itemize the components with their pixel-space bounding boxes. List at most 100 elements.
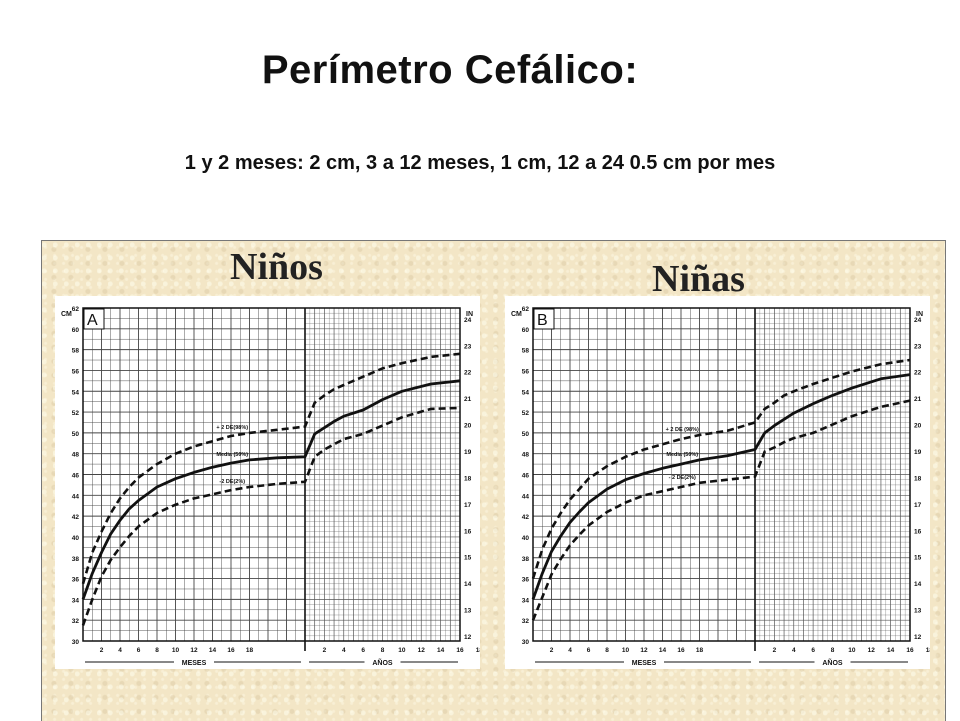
chart-title-ninos: Niños — [230, 246, 323, 288]
y-tick-label-cm: 54 — [72, 389, 80, 396]
y-tick-label-in: 14 — [464, 581, 472, 588]
y-tick-label-cm: 40 — [72, 535, 80, 542]
y-tick-label-in: 12 — [914, 634, 922, 641]
series-line-1 — [81, 379, 461, 600]
x-tick-label-years: 2 — [323, 647, 327, 654]
chart-title-ninas: Niñas — [652, 258, 745, 300]
y-axis-label-cm: CM — [61, 311, 72, 318]
y-tick-label-cm: 36 — [522, 577, 530, 584]
y-tick-label-cm: 38 — [72, 556, 80, 563]
x-tick-label-months: 4 — [568, 647, 572, 654]
y-tick-label-in: 18 — [464, 475, 472, 482]
y-tick-label-cm: 30 — [72, 639, 80, 646]
y-tick-label-in: 15 — [914, 555, 922, 562]
y-tick-label-cm: 38 — [522, 556, 530, 563]
x-tick-label-months: 10 — [622, 647, 630, 654]
y-tick-label-cm: 30 — [522, 639, 530, 646]
y-tick-label-in: 18 — [914, 475, 922, 482]
y-tick-label-in: 12 — [464, 634, 472, 641]
y-tick-label-in: 13 — [464, 608, 472, 615]
y-tick-label-in: 19 — [464, 449, 472, 456]
y-tick-label-cm: 54 — [522, 389, 530, 396]
x-tick-label-months: 14 — [209, 647, 217, 654]
y-tick-label-in: 13 — [914, 608, 922, 615]
x-tick-label-years: 18 — [476, 647, 480, 654]
series-label: Media (50%) — [216, 452, 248, 458]
y-axis-label-in: IN — [916, 311, 923, 318]
series-line-2 — [81, 406, 461, 626]
x-tick-label-months: 2 — [100, 647, 104, 654]
page-subtitle: 1 y 2 meses: 2 cm, 3 a 12 meses, 1 cm, 1… — [184, 152, 776, 174]
x-axis-label-bg — [174, 656, 214, 666]
x-tick-label-months: 4 — [118, 647, 122, 654]
y-tick-label-cm: 36 — [72, 577, 80, 584]
x-tick-label-months: 6 — [137, 647, 141, 654]
y-tick-label-cm: 42 — [522, 514, 530, 521]
y-tick-label-cm: 34 — [72, 597, 80, 604]
x-tick-label-years: 14 — [887, 647, 895, 654]
x-tick-label-months: 6 — [587, 647, 591, 654]
series-label: + 2 DE (98%) — [666, 427, 699, 433]
y-tick-label-in: 20 — [914, 423, 922, 430]
x-tick-label-months: 8 — [155, 647, 159, 654]
x-axis-label-years: AÑOS — [822, 658, 843, 667]
x-tick-label-years: 16 — [456, 647, 464, 654]
y-tick-label-in: 24 — [464, 317, 472, 324]
x-tick-label-years: 18 — [926, 647, 930, 654]
y-tick-label-in: 21 — [464, 396, 472, 403]
y-tick-label-cm: 46 — [522, 473, 530, 480]
y-tick-label-cm: 62 — [522, 306, 530, 313]
y-tick-label-cm: 52 — [72, 410, 80, 417]
x-axis-label-bg — [364, 656, 401, 666]
series-line-1 — [531, 373, 911, 600]
y-tick-label-cm: 44 — [522, 493, 530, 500]
y-tick-label-in: 17 — [464, 502, 472, 509]
y-tick-label-cm: 42 — [72, 514, 80, 521]
y-tick-label-in: 23 — [464, 343, 472, 350]
y-tick-label-in: 20 — [464, 423, 472, 430]
x-tick-label-months: 14 — [659, 647, 667, 654]
panel-letter: A — [87, 312, 98, 329]
y-tick-label-cm: 62 — [72, 306, 80, 313]
x-tick-label-years: 6 — [361, 647, 365, 654]
y-tick-label-cm: 44 — [72, 493, 80, 500]
y-tick-label-in: 17 — [914, 502, 922, 509]
y-tick-label-in: 21 — [914, 396, 922, 403]
y-tick-label-in: 16 — [464, 528, 472, 535]
y-tick-label-cm: 52 — [522, 410, 530, 417]
series-label: + 2 DE(98%) — [216, 425, 248, 431]
y-tick-label-in: 16 — [914, 528, 922, 535]
y-tick-label-cm: 58 — [72, 348, 80, 355]
x-tick-label-months: 12 — [640, 647, 648, 654]
x-tick-label-years: 12 — [418, 647, 426, 654]
x-tick-label-months: 10 — [172, 647, 180, 654]
x-tick-label-months: 2 — [550, 647, 554, 654]
panel-letter-box — [83, 308, 105, 330]
x-axis-label-bg — [814, 656, 851, 666]
y-tick-label-in: 15 — [464, 555, 472, 562]
x-axis-label-months: MESES — [632, 660, 657, 667]
series-label: - 2 DE(2%) — [669, 475, 696, 481]
y-tick-label-in: 23 — [914, 343, 922, 350]
x-tick-label-years: 4 — [342, 647, 346, 654]
series-line-0 — [81, 352, 461, 585]
y-tick-label-cm: 56 — [72, 368, 80, 375]
x-axis-label-months: MESES — [182, 660, 207, 667]
panel-letter: B — [537, 312, 548, 329]
y-tick-label-cm: 56 — [522, 368, 530, 375]
series-label: Media (50%) — [666, 452, 698, 458]
x-tick-label-months: 16 — [677, 647, 685, 654]
y-tick-label-cm: 58 — [522, 348, 530, 355]
y-tick-label-cm: 48 — [522, 452, 530, 459]
x-axis-label-years: AÑOS — [372, 658, 393, 667]
chart-frame — [82, 307, 461, 642]
x-tick-label-years: 16 — [906, 647, 914, 654]
y-tick-label-cm: 50 — [522, 431, 530, 438]
page-title: Perímetro Cefálico: — [261, 48, 639, 92]
x-tick-label-years: 8 — [831, 647, 835, 654]
y-tick-label-cm: 34 — [522, 597, 530, 604]
series-line-0 — [531, 358, 911, 579]
head-circumference-chart-girls: BCM3032343638404244464850525456586062IN1… — [505, 296, 930, 669]
y-tick-label-in: 22 — [464, 370, 472, 377]
chart-frame — [532, 307, 911, 642]
